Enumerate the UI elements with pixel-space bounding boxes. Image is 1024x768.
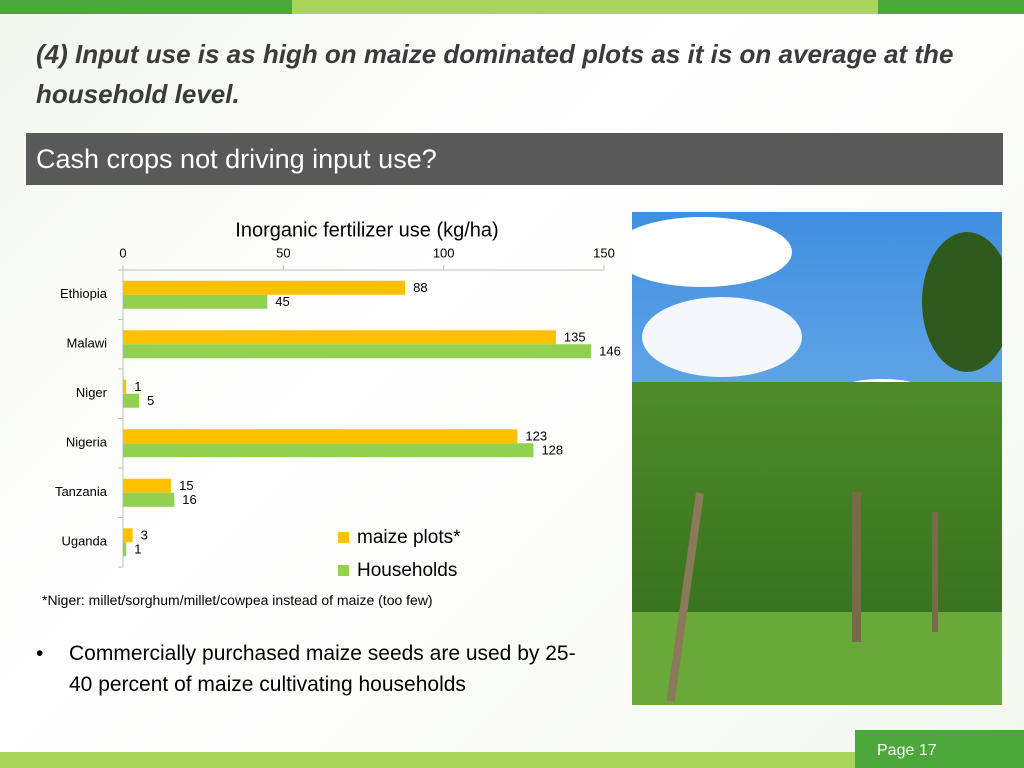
- slide-title: (4) Input use is as high on maize domina…: [36, 39, 954, 109]
- y-tick-label: Niger: [76, 385, 108, 400]
- bar: [123, 393, 140, 408]
- x-tick-label: 50: [276, 245, 290, 260]
- bar: [123, 492, 175, 507]
- bullet-dot: •: [36, 642, 44, 665]
- data-label: 128: [541, 443, 563, 458]
- bar: [123, 280, 406, 295]
- data-label: 5: [147, 393, 154, 408]
- bullet-text: Commercially purchased maize seeds are u…: [69, 642, 576, 696]
- x-tick-label: 150: [593, 245, 615, 260]
- y-tick-label: Uganda: [61, 534, 107, 549]
- data-label: 135: [564, 330, 586, 345]
- y-tick-label: Malawi: [67, 336, 108, 351]
- legend-swatch: [338, 565, 349, 576]
- footnote: *Niger: millet/sorghum/millet/cowpea ins…: [42, 592, 433, 608]
- bar: [123, 443, 534, 458]
- legend-label: Households: [357, 560, 457, 581]
- bar: [123, 528, 133, 543]
- y-tick-label: Nigeria: [66, 435, 108, 450]
- bullet: • Commercially purchased maize seeds are …: [36, 638, 596, 700]
- data-label: 88: [413, 280, 427, 295]
- top-stripe: [878, 0, 1024, 14]
- data-label: 1: [134, 542, 141, 557]
- bar: [123, 344, 592, 359]
- banner: Cash crops not driving input use?: [26, 133, 1003, 185]
- x-tick-label: 0: [119, 245, 126, 260]
- photo: [632, 212, 1002, 705]
- bar: [123, 542, 127, 557]
- y-tick-label: Tanzania: [55, 484, 108, 499]
- page-number: Page 17: [855, 730, 1024, 768]
- top-stripe: [0, 0, 292, 14]
- data-label: 146: [599, 344, 621, 359]
- bar: [123, 330, 556, 345]
- chart-title: Inorganic fertilizer use (kg/ha): [235, 219, 498, 241]
- data-label: 123: [525, 429, 547, 444]
- data-label: 15: [179, 478, 193, 493]
- data-label: 1: [134, 379, 141, 394]
- bar: [123, 478, 172, 493]
- legend-swatch: [338, 532, 349, 543]
- data-label: 3: [141, 528, 148, 543]
- legend-label: maize plots*: [357, 527, 461, 548]
- bar: [123, 429, 518, 444]
- bar: [123, 379, 127, 394]
- x-tick-label: 100: [433, 245, 455, 260]
- chart: Inorganic fertilizer use (kg/ha) 0 50 100 1…: [55, 219, 621, 581]
- bar: [123, 294, 268, 309]
- bottom-stripe: [0, 752, 855, 768]
- top-stripe: [292, 0, 878, 14]
- y-tick-label: Ethiopia: [60, 286, 108, 301]
- data-label: 16: [182, 492, 196, 507]
- data-label: 45: [275, 294, 289, 309]
